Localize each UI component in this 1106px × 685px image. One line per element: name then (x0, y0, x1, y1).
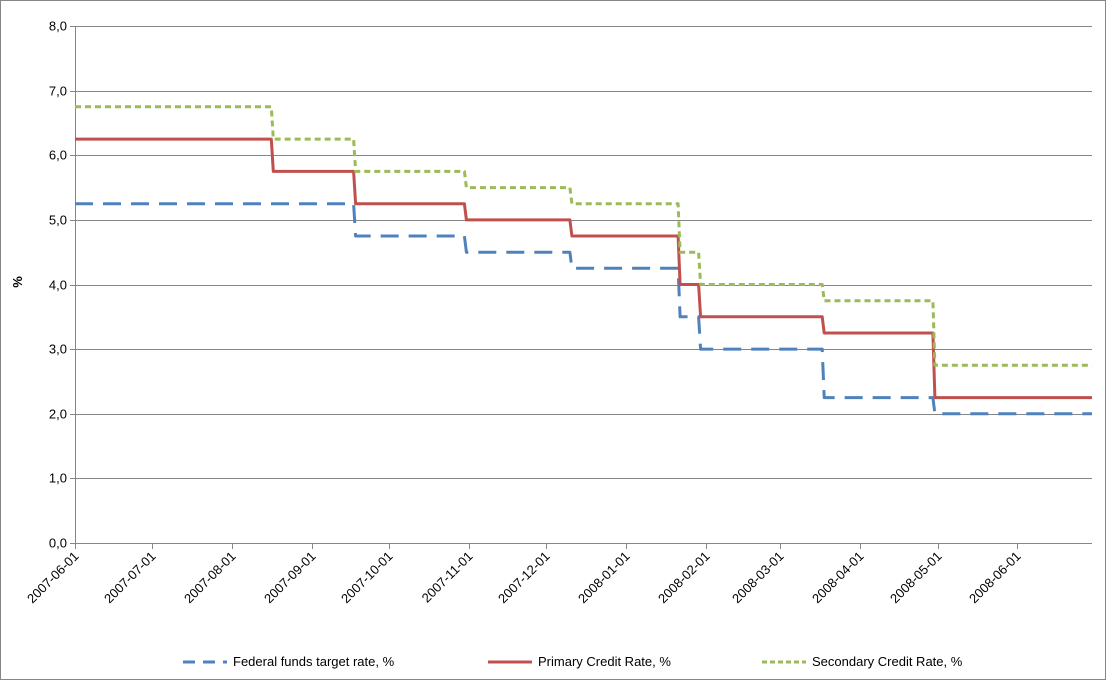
axes (75, 26, 1092, 544)
y-tick-label: 5,0 (49, 213, 67, 228)
y-tick-label: 0,0 (49, 536, 67, 551)
series-lines (75, 105, 1092, 416)
y-tick-label: 7,0 (49, 84, 67, 99)
y-tick-label: 3,0 (49, 342, 67, 357)
y-tick-label: 4,0 (49, 278, 67, 293)
legend-label-3: Secondary Credit Rate, % (812, 654, 963, 669)
y-tick-label: 2,0 (49, 407, 67, 422)
series-line-3 (75, 105, 1092, 367)
legend-label-2: Primary Credit Rate, % (538, 654, 671, 669)
y-tick-label: 6,0 (49, 148, 67, 163)
gridlines (75, 26, 1092, 479)
series-line-1 (75, 202, 1092, 416)
y-axis-ticks: 0,0 1,0 2,0 3,0 4,0 5,0 6,0 7,0 8,0 (49, 19, 75, 551)
y-tick-label: 1,0 (49, 471, 67, 486)
legend: Federal funds target rate, % Primary Cred… (183, 654, 963, 669)
y-tick-label: 8,0 (49, 19, 67, 34)
legend-label-1: Federal funds target rate, % (233, 654, 395, 669)
y-axis-title: % (10, 276, 25, 288)
